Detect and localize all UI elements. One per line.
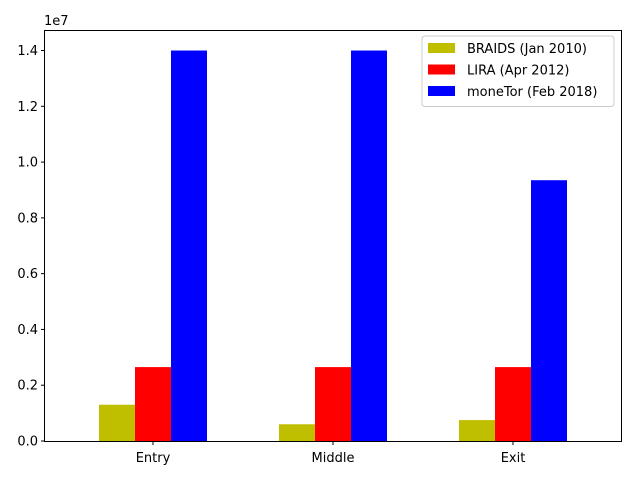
x-tick-label: Middle — [312, 451, 355, 466]
y-scale-label: 1e7 — [44, 14, 69, 29]
y-tick-label: 1.2 — [17, 100, 38, 115]
y-tick-label: 0.8 — [17, 211, 38, 226]
legend: BRAIDS (Jan 2010) LIRA (Apr 2012) moneTor … — [421, 35, 615, 107]
bar-entry-series-1 — [135, 367, 171, 441]
y-axis-ticks: 0.0 0.2 0.4 0.6 0.8 1.0 1.2 1.4 — [17, 44, 45, 450]
y-tick-label: 0.2 — [17, 379, 38, 394]
bar-middle-series-0 — [279, 424, 315, 441]
legend-swatch — [428, 43, 455, 53]
bar-middle-series-2 — [351, 50, 387, 442]
y-tick-label: 0.6 — [17, 267, 38, 282]
x-tick-label: Exit — [501, 451, 526, 466]
legend-label: BRAIDS (Jan 2010) — [467, 42, 587, 57]
y-tick-label: 0.4 — [17, 323, 38, 338]
legend-swatch — [428, 86, 455, 96]
bar-entry-series-0 — [99, 404, 135, 441]
bars-group — [99, 50, 567, 442]
legend-label: LIRA (Apr 2012) — [467, 64, 569, 79]
y-tick-label: 1.4 — [17, 44, 38, 59]
x-tick-label: Entry — [136, 451, 171, 466]
legend-frame — [421, 35, 615, 107]
bar-entry-series-2 — [171, 50, 207, 442]
y-tick-label: 1.0 — [17, 156, 38, 171]
bar-exit-series-2 — [531, 180, 567, 441]
x-axis-ticks: Entry Middle Exit — [136, 441, 526, 466]
y-tick-label: 0.0 — [17, 435, 38, 450]
bar-middle-series-1 — [315, 367, 351, 441]
bar-exit-series-1 — [495, 367, 531, 441]
bar-exit-series-0 — [459, 420, 495, 441]
legend-label: moneTor (Feb 2018) — [467, 85, 597, 100]
legend-swatch — [428, 64, 455, 75]
plot-frame — [44, 30, 622, 442]
